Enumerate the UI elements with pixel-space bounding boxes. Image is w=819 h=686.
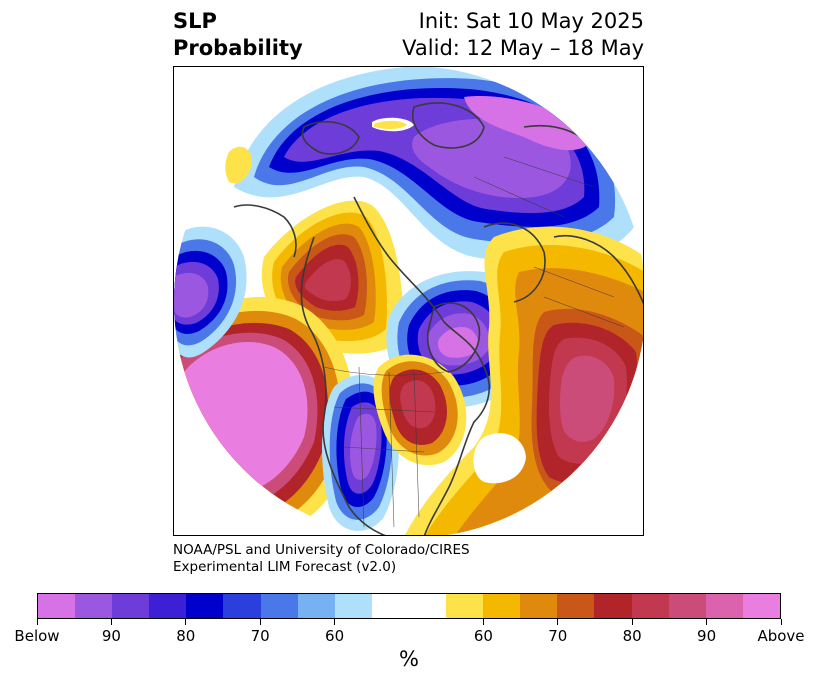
political-borders (323, 156, 625, 528)
colorbar-tick-mark (780, 619, 782, 625)
arctic-negative-anomaly (234, 67, 635, 263)
colorbar-segment (297, 594, 335, 618)
colorbar-segment (594, 594, 632, 618)
colorbar-segment (705, 594, 743, 618)
colorbar-tick-label: 90 (101, 627, 121, 645)
colorbar-tick-mark (631, 619, 633, 625)
colorbar-tick-label: 90 (697, 627, 717, 645)
colorbar-segment (223, 594, 261, 618)
probability-field (174, 67, 643, 535)
colorbar-segment (112, 594, 150, 618)
colorbar-tick-mark (557, 619, 559, 625)
colorbar-segment (742, 594, 780, 618)
colorbar-segment (149, 594, 187, 618)
colorbar-tick-mark (259, 619, 261, 625)
colorbar-tick-label: 60 (473, 627, 493, 645)
valid-date: Valid: 12 May – 18 May (402, 36, 644, 60)
colorbar-tick-mark (482, 619, 484, 625)
colorbar-tick-mark (110, 619, 112, 625)
colorbar-tick-mark (185, 619, 187, 625)
colorbar-tick-label: 80 (176, 627, 196, 645)
credit-line2: Experimental LIM Forecast (v2.0) (173, 559, 397, 575)
init-date: Init: Sat 10 May 2025 (418, 9, 644, 33)
colorbar-unit: % (399, 647, 419, 671)
coastlines (233, 102, 643, 535)
colorbar-segment (334, 594, 372, 618)
chart-title: SLP Probability (173, 8, 303, 62)
colorbar-tick-label: Above (757, 627, 805, 645)
colorbar-segment (631, 594, 669, 618)
colorbar-tick-mark (706, 619, 708, 625)
colorbar-tick-label: 60 (325, 627, 345, 645)
colorbar-segment (75, 594, 113, 618)
colorbar-segment (260, 594, 298, 618)
title-line1: SLP (173, 9, 217, 33)
colorbar-tick-label: 80 (622, 627, 642, 645)
colorbar-segment (520, 594, 558, 618)
colorbar-segment (557, 594, 595, 618)
forecast-dates: Init: Sat 10 May 2025 Valid: 12 May – 18… (402, 8, 644, 62)
great-lakes-positive-anomaly (373, 354, 467, 466)
credit-line1: NOAA/PSL and University of Colorado/CIRE… (173, 542, 470, 558)
colorbar-tick-mark (334, 619, 336, 625)
colorbar-segment (186, 594, 224, 618)
colorbar-segment (446, 594, 484, 618)
colorbar-tick-label: Below (14, 627, 60, 645)
colorbar-tick-label: 70 (548, 627, 568, 645)
title-line2: Probability (173, 36, 303, 60)
colorbar-segment (38, 594, 76, 618)
colorbar-tick-label: 70 (250, 627, 270, 645)
colorbar-segment (668, 594, 706, 618)
slp-probability-map (174, 67, 643, 535)
colorbar (37, 593, 781, 619)
gulf-of-alaska-negative-anomaly (174, 146, 252, 358)
map-panel (173, 66, 644, 536)
colorbar-tick-mark (36, 619, 38, 625)
credit-text: NOAA/PSL and University of Colorado/CIRE… (173, 542, 470, 576)
colorbar-segment (371, 594, 447, 618)
colorbar-segment (483, 594, 521, 618)
